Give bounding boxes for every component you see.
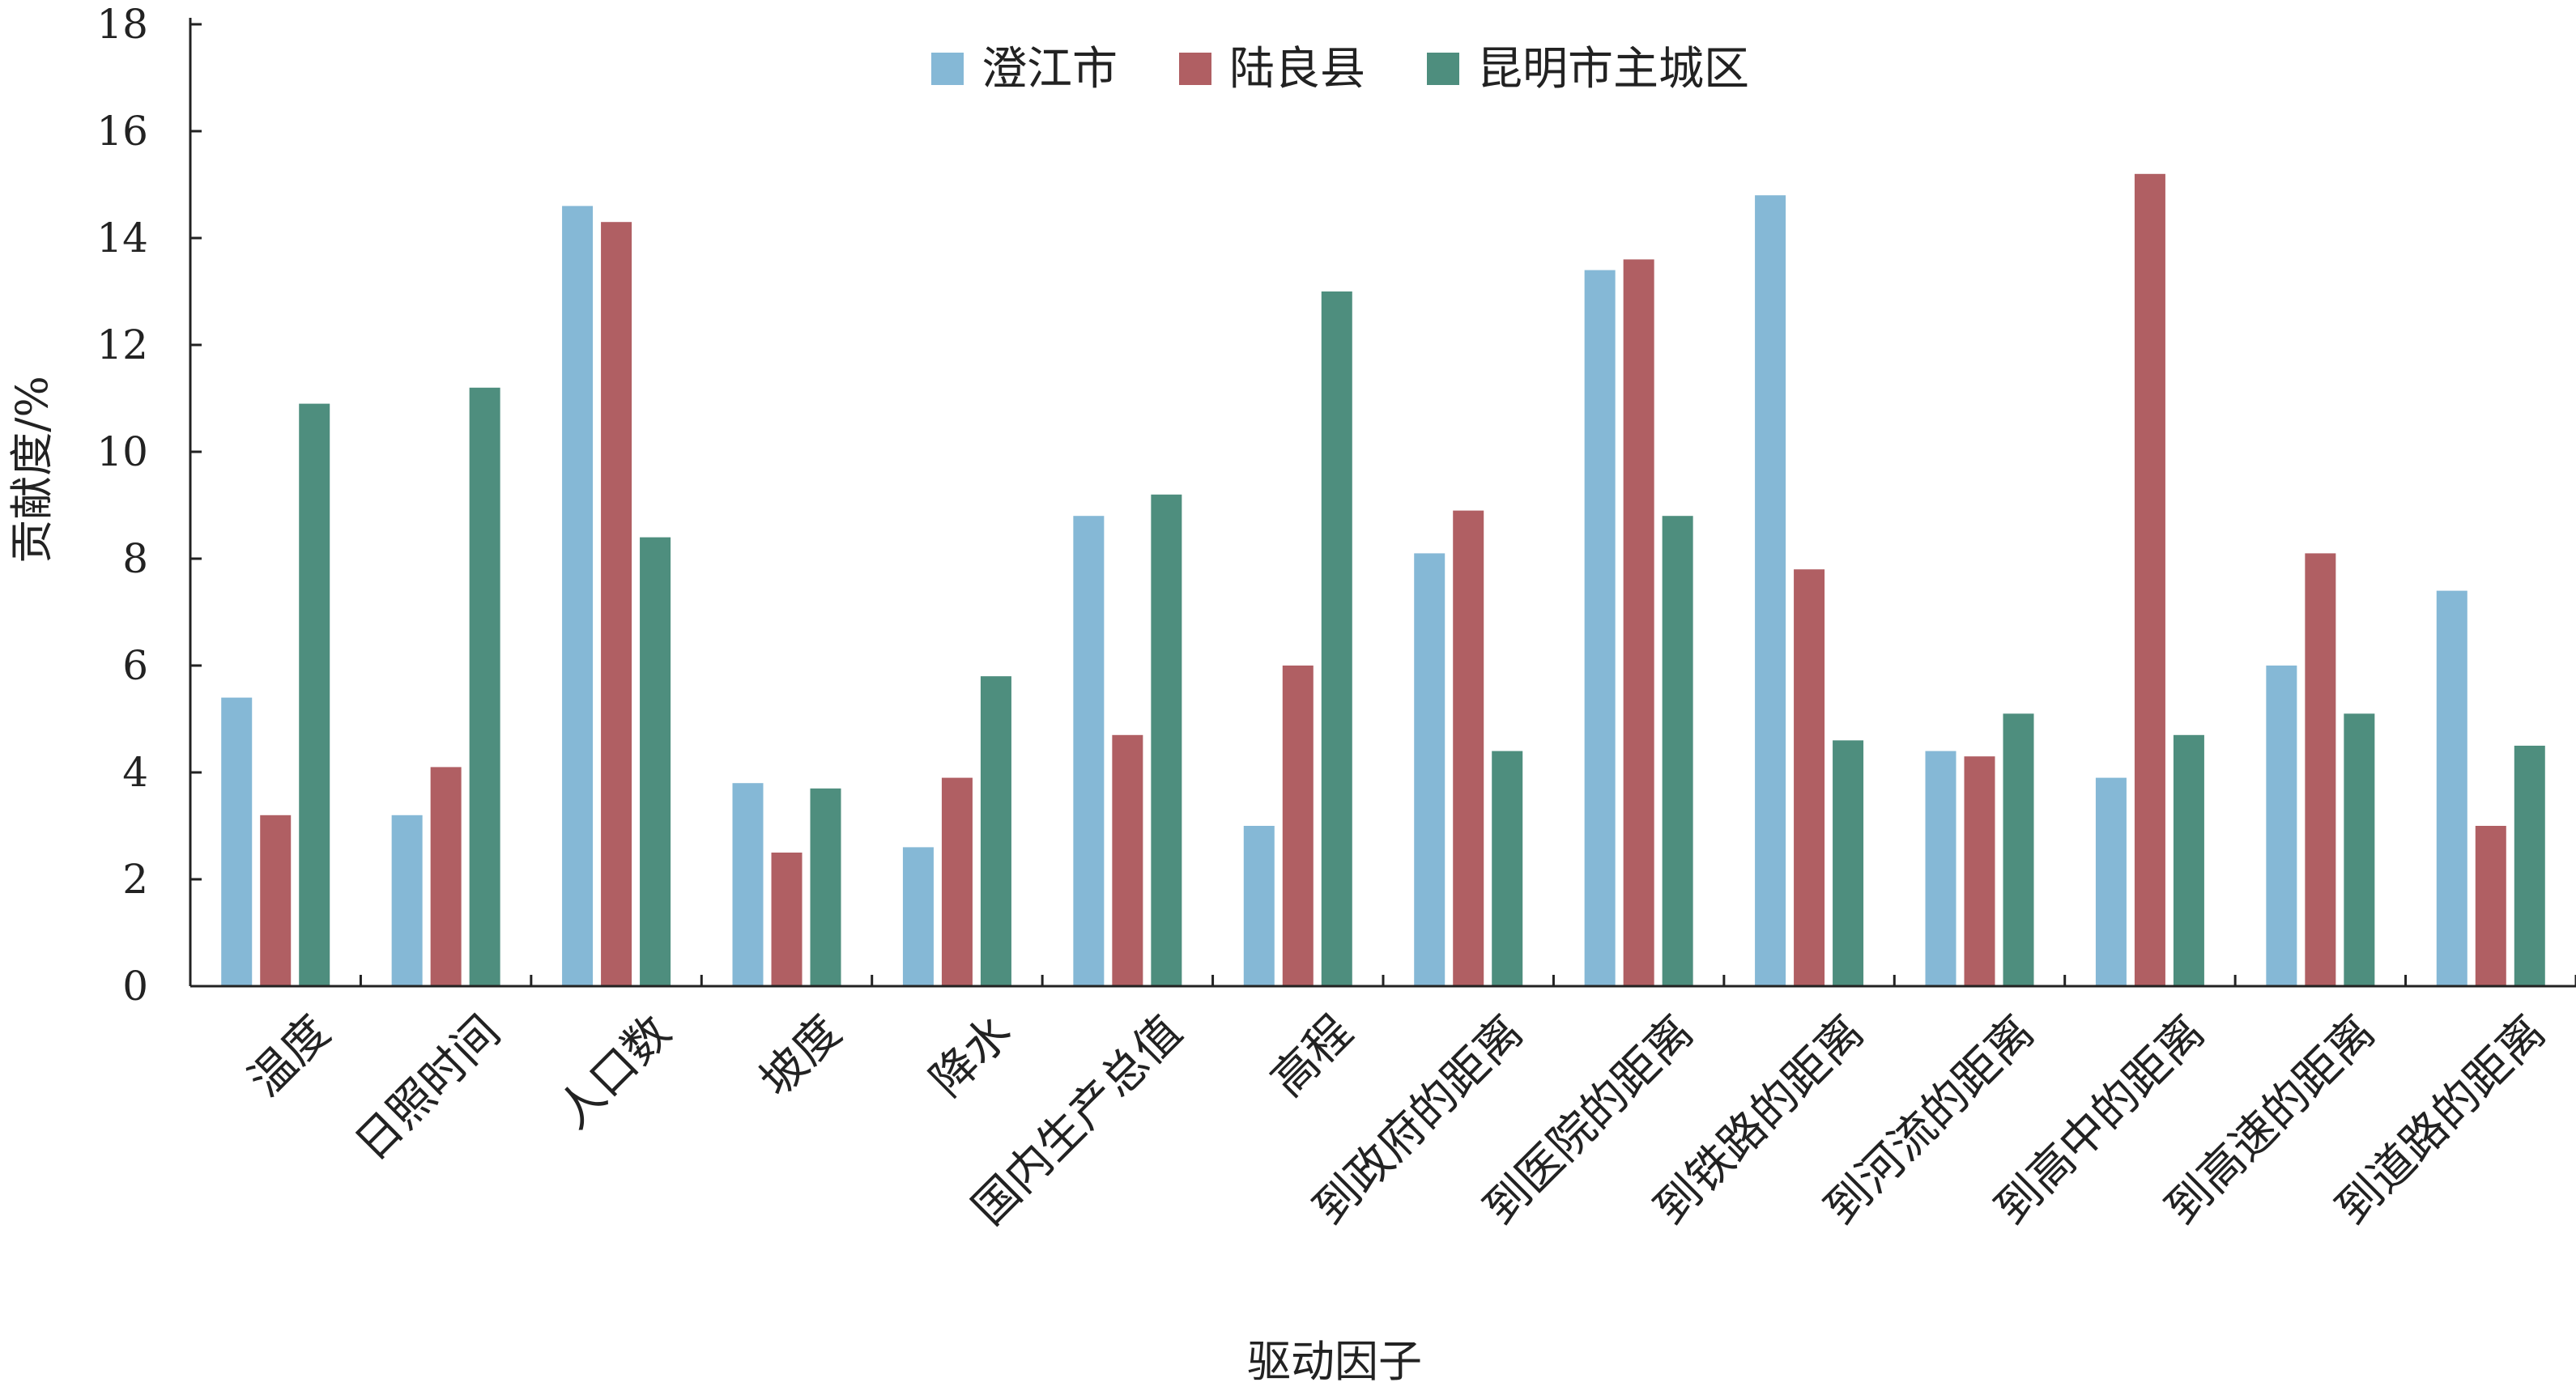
bar-3-8 [1492, 751, 1523, 986]
bar-1-10 [1755, 195, 1786, 986]
bar-3-7 [1321, 291, 1352, 986]
legend: 澄江市 陆良县 昆明市主城区 [931, 43, 1749, 96]
legend-swatch-2 [1179, 53, 1211, 85]
bar-1-12 [2095, 777, 2127, 986]
y-tick-label: 2 [122, 856, 148, 903]
bar-1-3 [562, 206, 594, 986]
bar-1-2 [391, 815, 423, 986]
bar-3-12 [2173, 734, 2204, 986]
legend-label-2: 陆良县 [1229, 43, 1365, 96]
y-tick-label: 18 [96, 1, 148, 48]
y-tick-label: 12 [96, 321, 148, 368]
bar-3-5 [980, 676, 1011, 986]
bar-2-8 [1453, 510, 1484, 986]
bar-2-1 [260, 815, 292, 986]
bar-2-2 [430, 767, 462, 986]
bar-2-6 [1112, 734, 1143, 986]
x-tick-label: 高程 [1262, 1006, 1363, 1107]
bar-3-1 [299, 403, 330, 987]
legend-label-3: 昆明市主城区 [1477, 43, 1749, 96]
x-tick-label: 降水 [921, 1006, 1022, 1107]
bar-1-4 [732, 783, 764, 986]
bar-2-3 [601, 222, 632, 986]
x-axis-title: 驱动因子 [1247, 1336, 1422, 1387]
bar-1-13 [2266, 666, 2297, 986]
bar-1-1 [221, 697, 253, 986]
bar-3-10 [1833, 740, 1864, 986]
bar-2-12 [2134, 173, 2165, 987]
legend-swatch-1 [931, 53, 964, 85]
bar-3-14 [2514, 746, 2545, 986]
bar-2-5 [941, 777, 973, 986]
bar-1-6 [1073, 516, 1105, 986]
bar-1-11 [1925, 751, 1956, 986]
bar-2-9 [1623, 259, 1654, 986]
legend-swatch-3 [1427, 53, 1459, 85]
bar-3-13 [2344, 713, 2375, 986]
bar-1-8 [1414, 553, 1446, 986]
bar-2-10 [1794, 569, 1825, 986]
bar-2-7 [1282, 666, 1314, 986]
bar-3-6 [1151, 494, 1182, 986]
bar-3-9 [1662, 516, 1693, 986]
bar-1-14 [2436, 590, 2467, 986]
y-tick-label: 8 [122, 535, 148, 582]
bar-1-9 [1584, 270, 1616, 987]
y-tick-label: 0 [122, 963, 148, 1010]
bar-2-11 [1964, 756, 1995, 986]
y-tick-label: 10 [96, 428, 148, 475]
bar-2-14 [2475, 826, 2506, 986]
x-tick-label: 人口数 [547, 1006, 681, 1139]
y-tick-label: 6 [122, 642, 148, 689]
bar-3-3 [640, 537, 671, 986]
axes-layer [189, 18, 2576, 988]
x-tick-label: 温度 [239, 1006, 340, 1107]
bars-layer [221, 173, 2545, 987]
bar-3-2 [469, 387, 500, 986]
y-tick-label: 14 [96, 215, 148, 262]
bar-2-13 [2305, 553, 2336, 986]
x-tick-label: 坡度 [750, 1006, 851, 1107]
y-axis-title: 贡献度/% [6, 376, 57, 564]
bar-1-7 [1243, 826, 1275, 986]
legend-label-1: 澄江市 [981, 43, 1118, 96]
bar-3-11 [2003, 713, 2034, 986]
bar-1-5 [902, 847, 934, 986]
bar-2-4 [771, 853, 803, 986]
bar-3-4 [810, 788, 841, 986]
y-tick-label: 4 [122, 749, 148, 796]
y-tick-label: 16 [96, 108, 148, 155]
x-tick-label: 日照时间 [345, 1006, 510, 1171]
